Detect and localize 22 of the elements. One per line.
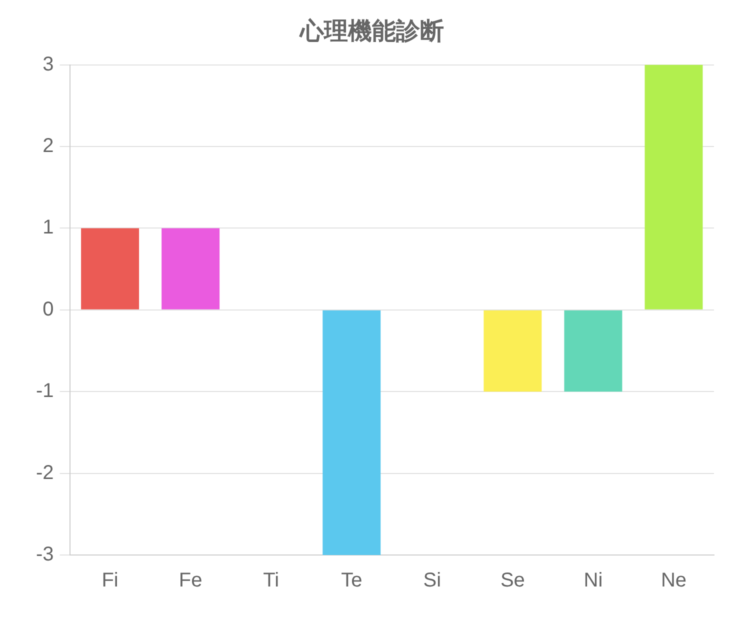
bar (322, 310, 381, 555)
x-tick-label: Fi (102, 570, 118, 592)
bar (162, 228, 220, 310)
bar (484, 310, 542, 392)
y-tick-label: 0 (42, 298, 54, 320)
y-tick-label: -1 (36, 380, 54, 402)
x-tick-label: Ti (263, 570, 280, 592)
x-tick-label: Ne (660, 570, 687, 592)
y-tick-label: 2 (42, 135, 54, 158)
y-tick-label: -3 (36, 544, 54, 566)
bar (81, 228, 140, 310)
y-tick-label: 1 (42, 216, 54, 239)
x-tick-label: Te (341, 570, 362, 592)
x-tick-label: Se (500, 570, 525, 592)
x-tick-label: Fe (178, 570, 202, 592)
y-tick-label: -2 (36, 462, 54, 484)
x-tick-label: Si (423, 570, 442, 592)
y-tick-label: 3 (42, 53, 54, 76)
x-tick-label: Ni (584, 570, 603, 592)
bar (644, 64, 703, 310)
bar (564, 310, 622, 392)
chart-title: 心理機能診断 (299, 18, 444, 46)
